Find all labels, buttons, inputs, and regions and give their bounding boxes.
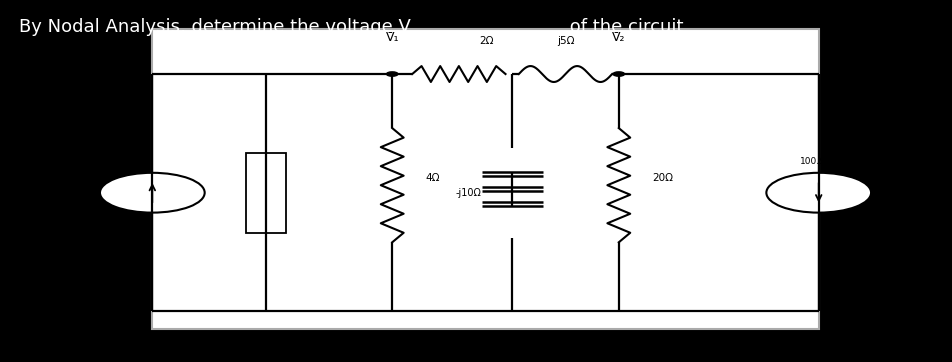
Text: 100∠60°A: 100∠60°A <box>800 157 847 167</box>
Circle shape <box>387 72 398 76</box>
Bar <box>246 153 286 232</box>
Text: 5∠20°: 5∠20° <box>252 174 279 183</box>
Text: Ω: Ω <box>262 206 269 215</box>
Text: 2Ω: 2Ω <box>480 36 494 46</box>
Circle shape <box>766 173 871 212</box>
Text: j5Ω: j5Ω <box>557 36 574 46</box>
Text: 8∈10°A: 8∈10°A <box>52 188 90 198</box>
Text: V̄₂: V̄₂ <box>612 31 625 45</box>
Text: 20Ω: 20Ω <box>652 173 673 183</box>
Text: 2: 2 <box>550 33 558 46</box>
Circle shape <box>100 173 205 212</box>
Text: -j10Ω: -j10Ω <box>456 188 482 198</box>
Text: By Nodal Analysis, determine the voltage V: By Nodal Analysis, determine the voltage… <box>19 18 411 36</box>
Text: of the circuit: of the circuit <box>564 18 684 36</box>
Bar <box>152 29 819 329</box>
Circle shape <box>613 72 625 76</box>
Text: V̄₁: V̄₁ <box>386 31 399 45</box>
Text: 4Ω: 4Ω <box>426 173 440 183</box>
